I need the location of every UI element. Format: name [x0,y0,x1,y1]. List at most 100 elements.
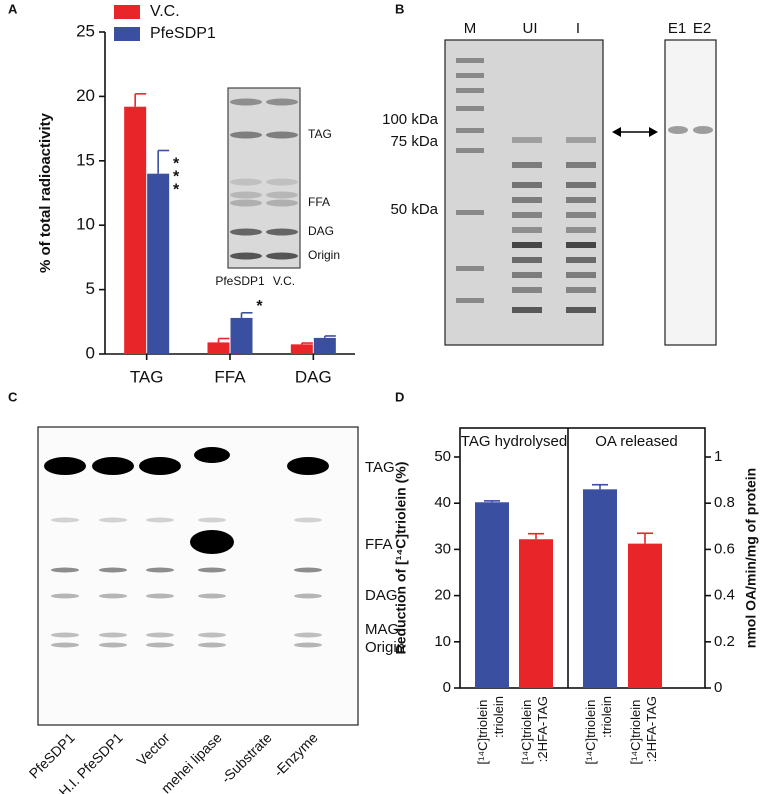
marker-band [456,106,484,111]
tlc-band [92,457,134,475]
tlc-plate [37,426,359,726]
inset-band-label: DAG [308,224,334,238]
y-tick-label: 40 [434,494,451,511]
legend-label: PfeSDP1 [150,25,216,42]
bar [628,543,662,688]
tlc-band [99,567,127,573]
protein-band [566,137,596,143]
y2-axis-label: nmol OA/min/mg of protein [743,468,759,648]
tlc-band [198,593,226,599]
bar [519,539,553,688]
tlc-band [230,252,262,260]
tlc-band [146,567,174,573]
marker-band [456,298,484,303]
protein-band [512,287,542,293]
tlc-band [198,517,226,523]
y2-tick-label: 0.6 [714,540,735,557]
tlc-band [51,517,79,523]
tlc-band [294,632,322,638]
x-tick-label: [¹⁴C]triolein :triolein [475,696,506,764]
bar [313,337,336,354]
protein-band [566,287,596,293]
lane-label: I [576,20,580,37]
y2-tick-label: 0.8 [714,494,735,511]
y-tick-label: 10 [76,215,95,234]
band-label: Origin [365,639,405,656]
tlc-band [230,131,262,139]
panel-label: D [395,389,404,404]
bar [230,317,253,354]
protein-band [512,137,542,143]
lane-label: E1 [668,20,686,37]
inset-plate [227,87,301,269]
bar [207,342,230,354]
y-axis-label: % of total radioactivity [37,112,54,273]
tlc-band [266,252,298,260]
protein-band [566,162,596,168]
panel-label: B [395,1,404,16]
tlc-band [139,457,181,475]
protein-band [512,227,542,233]
y-tick-label: 0 [86,343,95,362]
x-tick-label: [¹⁴C]triolein :2HFA-TAG [628,696,659,764]
protein-band [512,257,542,263]
lane-label: Vector [133,729,173,769]
protein-band [566,182,596,188]
y-tick-label: 0 [443,679,451,696]
section-title: OA released [595,433,678,450]
protein-band [512,307,542,313]
tlc-band [230,98,262,106]
inset-band-label: FFA [308,195,330,209]
legend-swatch [114,27,140,41]
panel-label: A [8,1,18,16]
y2-tick-label: 1 [714,448,722,465]
legend-swatch [114,5,140,19]
tlc-band [230,178,262,186]
tlc-band [194,447,230,463]
lane-label: -Enzyme [270,729,321,780]
tlc-band [146,593,174,599]
tlc-band [44,457,86,475]
section-title: TAG hydrolysed [461,433,567,450]
tlc-band [198,632,226,638]
y-tick-label: 30 [434,540,451,557]
tlc-band [266,178,298,186]
y-tick-label: 10 [434,633,451,650]
marker-band [456,73,484,78]
tlc-band [266,199,298,207]
lane-label: M [464,20,477,37]
tlc-band [99,632,127,638]
y-tick-label: 15 [76,150,95,169]
tlc-band [146,642,174,648]
protein-band [566,242,596,248]
y-tick-label: 20 [76,86,95,105]
marker-label: 75 kDa [390,133,438,150]
marker-label: 50 kDa [390,201,438,218]
tlc-band [266,131,298,139]
bar [475,502,509,688]
tlc-band [294,593,322,599]
legend-label: V.C. [150,3,180,20]
tlc-band [99,517,127,523]
marker-band [456,58,484,63]
significance: * * * [173,156,180,199]
tlc-band [51,593,79,599]
y2-tick-label: 0.2 [714,633,735,650]
protein-band [512,182,542,188]
x-tick-label: FFA [214,367,246,386]
y-axis-label: Reduction of [¹⁴C]triolein (%) [393,462,409,655]
band-label: DAG [365,587,398,604]
tlc-band [51,632,79,638]
protein-band [512,212,542,218]
x-tick-label: [¹⁴C]triolein :triolein [583,696,614,764]
y-tick-label: 25 [76,21,95,40]
y2-tick-label: 0 [714,679,722,696]
inset-band-label: Origin [308,248,340,262]
y2-tick-label: 0.4 [714,587,735,604]
protein-band [566,272,596,278]
protein-band [566,307,596,313]
band-label: TAG [365,459,395,476]
tlc-band [266,98,298,106]
eluate-band [668,126,688,134]
